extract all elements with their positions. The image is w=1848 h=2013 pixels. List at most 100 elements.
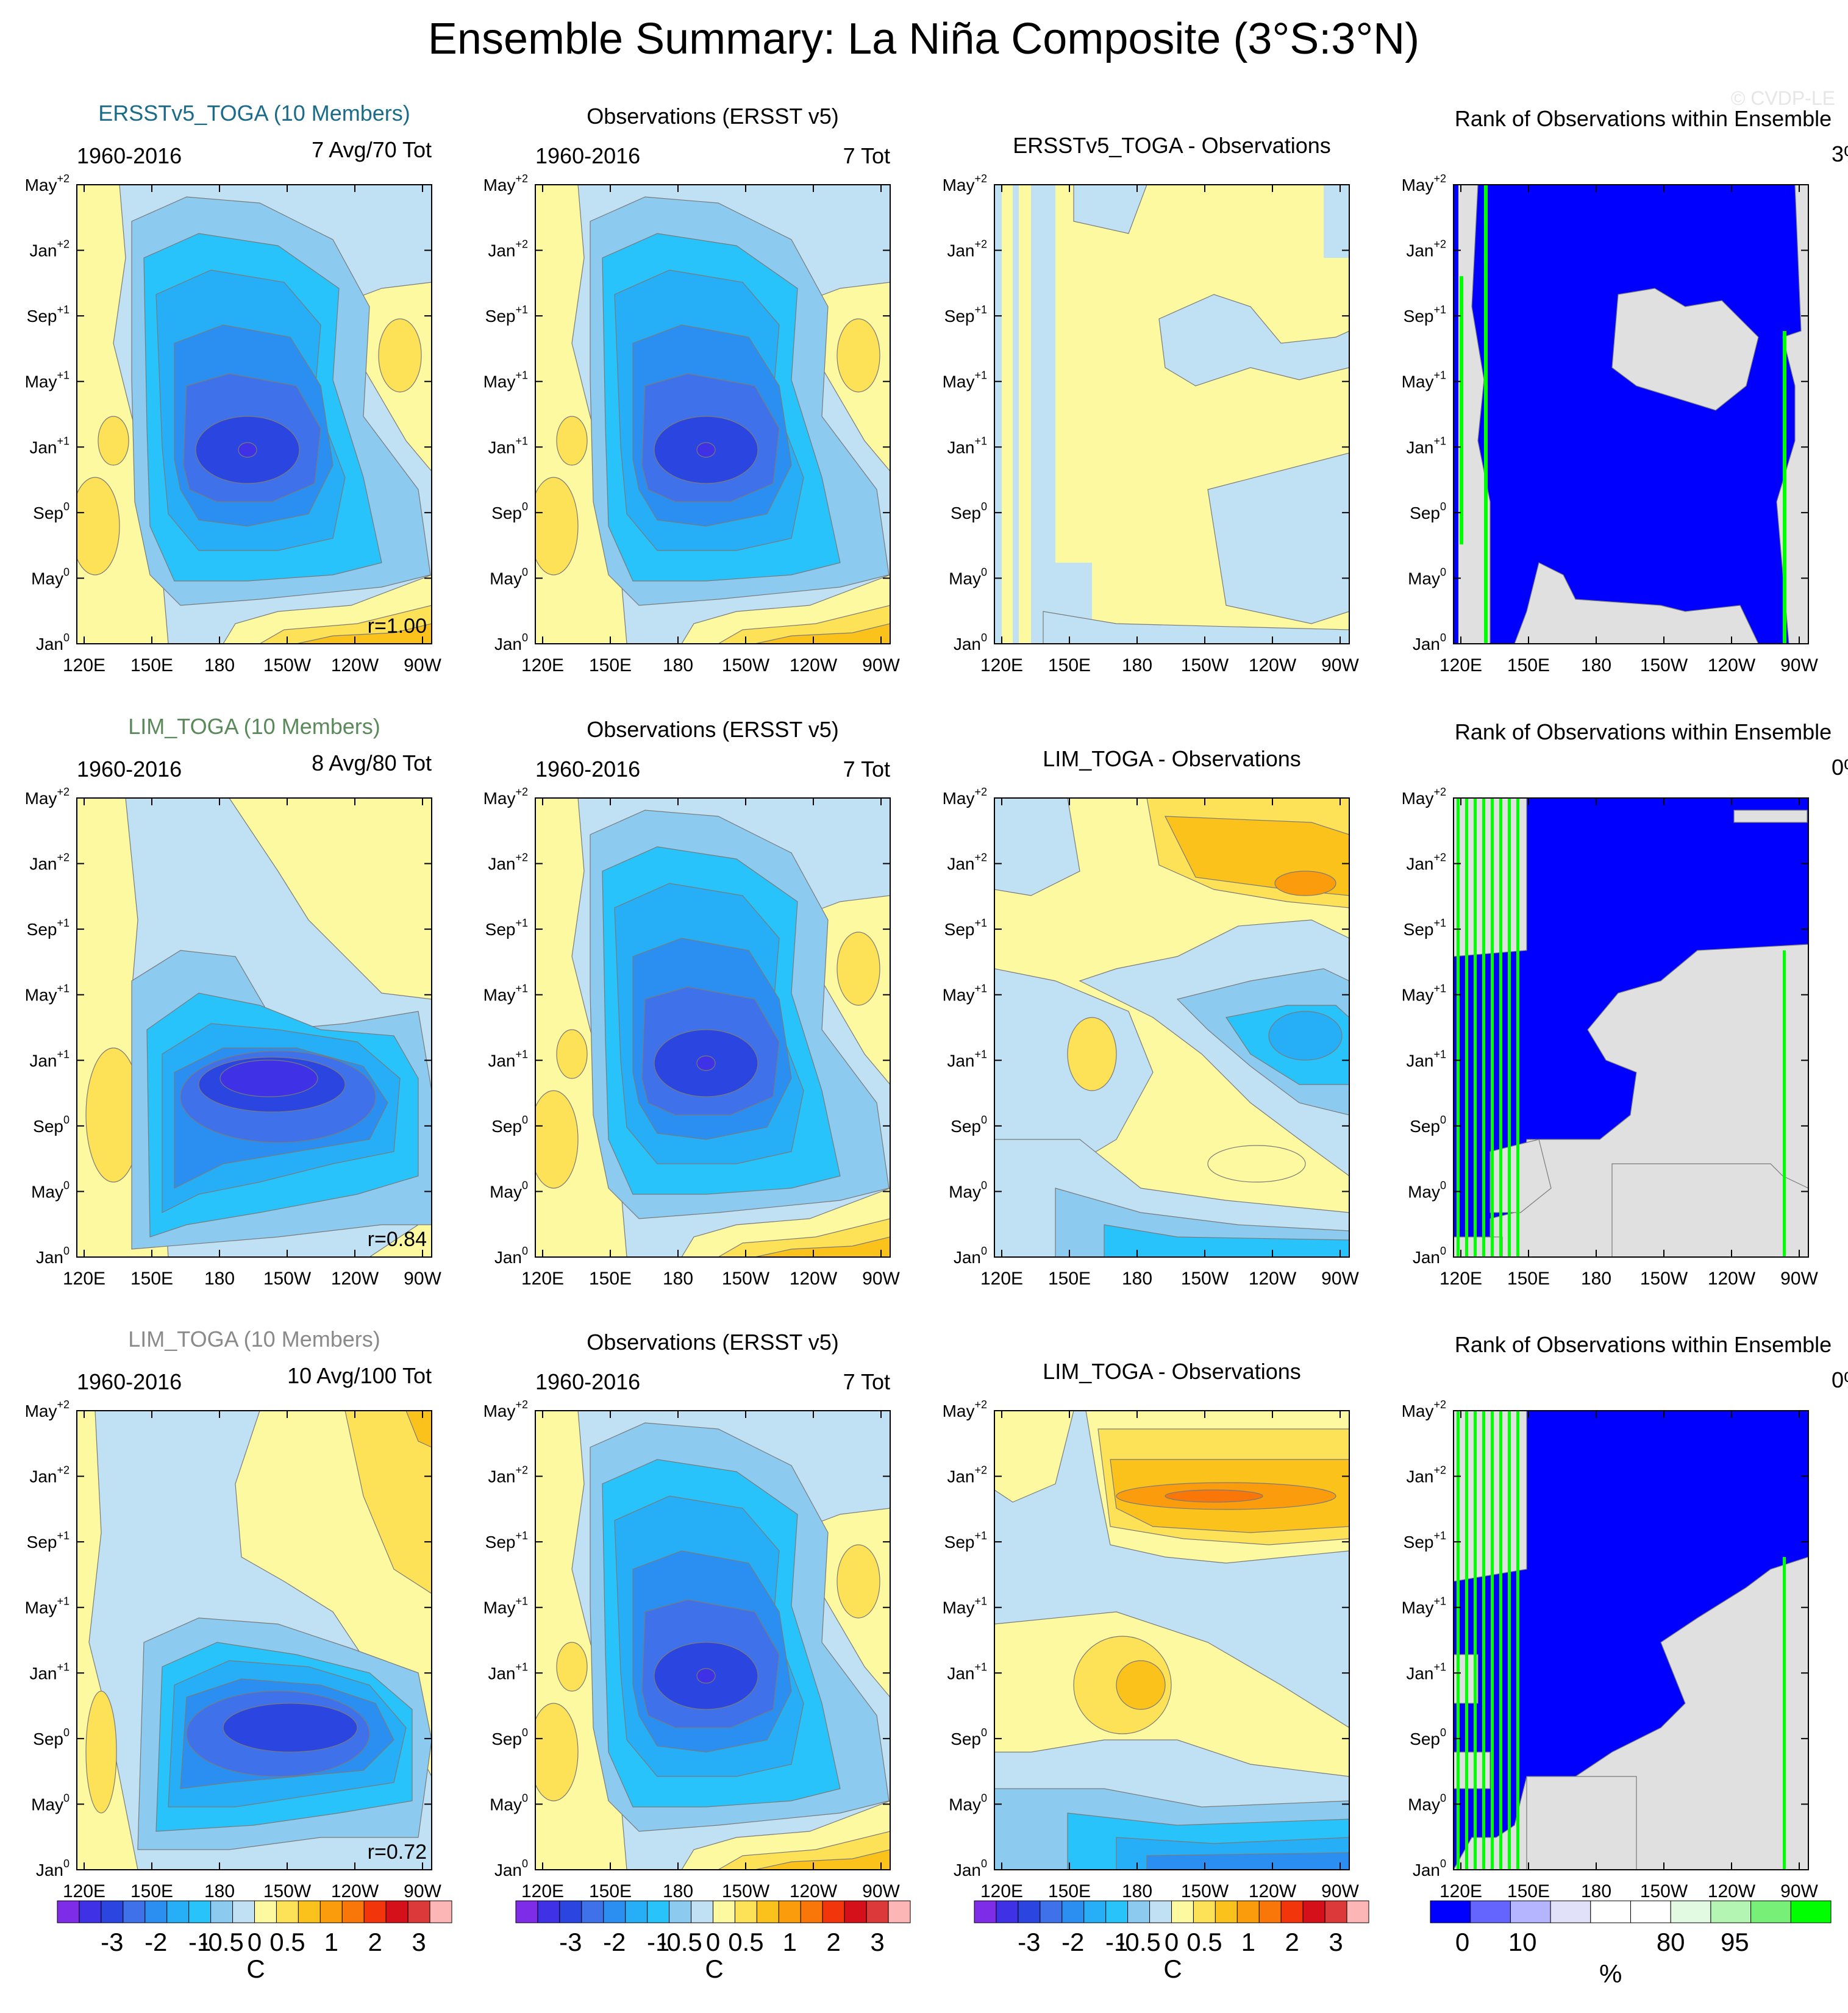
- y-tick-label: Jan+2: [1406, 852, 1446, 874]
- colorbar-swatch: [254, 1900, 277, 1923]
- colorbar-swatch: [1510, 1900, 1551, 1923]
- colorbar-tick-label: 10: [1508, 1928, 1537, 1956]
- difference-title: LIM_TOGA - Observations: [1043, 746, 1301, 771]
- obs-count: 7 Tot: [843, 757, 890, 782]
- y-tick-label: May+2: [1402, 173, 1446, 194]
- colorbar-tick-label: 0.5: [1186, 1928, 1222, 1956]
- y-tick-label: May+2: [25, 173, 70, 194]
- x-tick-label: 120W: [331, 1881, 379, 1901]
- x-tick-label: 120E: [980, 655, 1023, 675]
- colorbar-swatch: [822, 1900, 845, 1923]
- y-tick-label: May+1: [483, 1595, 528, 1617]
- x-tick-label: 150W: [1181, 1881, 1229, 1901]
- obs-field: [535, 798, 890, 1257]
- y-tick-label: Sep0: [33, 1114, 70, 1136]
- x-tick-label: 120W: [1708, 655, 1756, 675]
- colorbar-tick-label: 2: [368, 1928, 382, 1956]
- period-label: 1960-2016: [77, 757, 182, 782]
- colorbar-tick-label: 80: [1657, 1928, 1685, 1956]
- member-count: 8 Avg/80 Tot: [312, 750, 432, 775]
- y-tick-label: May+2: [483, 786, 528, 808]
- x-tick-label: 150E: [130, 1269, 173, 1289]
- x-tick-label: 180: [663, 1881, 693, 1901]
- colorbar-swatch: [734, 1900, 757, 1923]
- colorbar-swatch: [1258, 1900, 1282, 1923]
- colorbar-unit: C: [705, 1954, 723, 1983]
- x-tick-label: 180: [204, 655, 235, 675]
- colorbar-unit: C: [1163, 1954, 1182, 1983]
- rank-percent: 0%: [1832, 1367, 1848, 1392]
- x-tick-label: 150W: [1640, 1269, 1688, 1289]
- y-tick-label: Sep0: [1410, 1726, 1446, 1748]
- x-tick-label: 150E: [1507, 1269, 1550, 1289]
- colorbar-tick-label: -3: [1018, 1928, 1040, 1956]
- y-tick-label: Jan+1: [947, 1048, 987, 1070]
- x-tick-label: 180: [1581, 1881, 1611, 1901]
- y-tick-label: Jan+2: [488, 238, 528, 260]
- y-tick-label: Sep+1: [27, 917, 70, 939]
- x-tick-label: 120W: [790, 655, 838, 675]
- y-tick-label: Jan+1: [29, 435, 70, 457]
- colorbar-tick-label: 3: [870, 1928, 884, 1956]
- period-label: 1960-2016: [535, 1369, 640, 1394]
- x-tick-label: 90W: [862, 655, 900, 675]
- ensemble-title: ERSSTv5_TOGA (10 Members): [98, 101, 410, 126]
- colorbar-unit: %: [1599, 1959, 1622, 1988]
- y-tick-label: May+2: [483, 173, 528, 194]
- y-tick-label: May0: [949, 1792, 987, 1814]
- y-tick-label: Sep0: [491, 1726, 528, 1748]
- colorbar-swatch: [778, 1900, 801, 1923]
- y-tick-label: Sep+1: [485, 1530, 528, 1552]
- y-tick-label: Jan+2: [29, 238, 70, 260]
- colorbar-swatch: [57, 1900, 80, 1923]
- anomaly-colorbar-3: -3 -2 -1-0.5 0 0.5 1 2 3 C: [974, 1900, 1369, 1983]
- colorbar-swatch: [1710, 1900, 1752, 1923]
- colorbar-swatch: [1470, 1900, 1511, 1923]
- x-tick-label: 180: [204, 1269, 235, 1289]
- y-tick-label: May0: [949, 1179, 987, 1201]
- y-tick-label: Jan+1: [488, 1661, 528, 1683]
- colorbar-tick-label: 0: [706, 1928, 720, 1956]
- y-tick-label: May+1: [943, 369, 987, 391]
- colorbar-tick-label: 3: [412, 1928, 426, 1956]
- x-tick-label: 120W: [1249, 1881, 1297, 1901]
- y-tick-label: Jan+1: [947, 1661, 987, 1683]
- x-tick-label: 90W: [862, 1269, 900, 1289]
- y-tick-label: Sep0: [491, 501, 528, 522]
- y-tick-label: Jan+1: [1406, 1048, 1446, 1070]
- colorbar-tick-label: -1: [1105, 1928, 1128, 1956]
- y-tick-label: Jan+1: [488, 1048, 528, 1070]
- y-tick-label: May+2: [1402, 786, 1446, 808]
- y-tick-label: Jan0: [494, 632, 528, 654]
- colorbar-unit: C: [246, 1954, 265, 1983]
- y-tick-label: Jan+1: [1406, 1661, 1446, 1683]
- y-tick-label: May0: [1408, 566, 1446, 588]
- y-tick-label: May0: [1408, 1179, 1446, 1201]
- colorbar-swatch: [144, 1900, 168, 1923]
- y-tick-label: Sep0: [33, 1726, 70, 1748]
- x-tick-label: 150W: [263, 1269, 312, 1289]
- colorbar-swatch: [537, 1900, 560, 1923]
- colorbar-swatch: [210, 1900, 234, 1923]
- panel-frame: [1453, 184, 1809, 644]
- y-tick-label: May+1: [25, 1595, 70, 1617]
- y-tick-label: May+1: [1402, 1595, 1446, 1617]
- x-tick-label: 120E: [521, 1269, 564, 1289]
- y-tick-label: Jan+2: [947, 238, 987, 260]
- x-tick-label: 120W: [1249, 1269, 1297, 1289]
- diff-field: [994, 1411, 1349, 1870]
- panel-frame: [535, 797, 891, 1258]
- colorbar-swatch: [1324, 1900, 1347, 1923]
- colorbar-swatch: [1236, 1900, 1260, 1923]
- y-tick-label: May0: [490, 1179, 528, 1201]
- y-tick-label: Sep+1: [27, 1530, 70, 1552]
- y-tick-label: Jan+1: [29, 1048, 70, 1070]
- period-label: 1960-2016: [535, 757, 640, 782]
- ensemble-field: [77, 1411, 432, 1870]
- diff-field: [994, 798, 1349, 1257]
- colorbar-swatch: [1790, 1900, 1832, 1923]
- colorbar-swatch: [1346, 1900, 1369, 1923]
- colorbar-swatch: [1280, 1900, 1304, 1923]
- panel-obs-row3: 120E 150E 180 150W 120W 90W Jan0 May0 Sep0 Jan+1 M…: [483, 1330, 901, 1901]
- x-tick-label: 150E: [130, 1881, 173, 1901]
